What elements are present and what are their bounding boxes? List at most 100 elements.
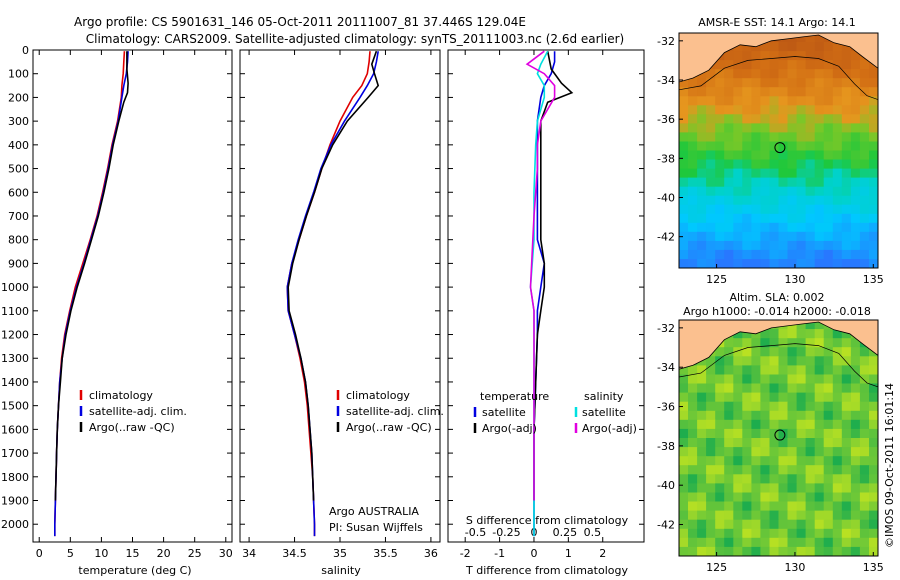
map-cell [805,259,816,268]
map-cell [778,150,789,161]
map-cell [751,492,761,503]
map-cell [751,51,761,61]
map-cell [751,222,761,233]
map-cell [850,249,861,260]
map-cell [859,240,870,251]
salinity-note1: Argo AUSTRALIA [329,505,419,518]
map-cell [841,204,852,215]
map-cell [769,465,780,475]
map-cell [805,419,816,430]
map-cell [760,537,770,548]
map-cell [688,222,698,233]
map-cell [724,186,734,197]
map-cell [706,447,716,457]
map-cell [733,338,743,348]
map-cell [760,410,770,421]
map-cell [814,528,825,539]
map-cell [733,401,743,412]
map-cell [796,204,807,215]
map-cell [751,465,761,475]
map-cell [697,150,707,161]
map-cell [688,186,698,197]
map-cell [724,60,734,70]
map-cell [742,231,752,242]
map-cell [679,456,689,466]
map-y-tick-label: -38 [657,152,675,165]
map-cell [733,501,743,512]
map-cell [742,123,752,133]
map-cell [706,456,716,466]
map-y-tick-label: -36 [657,113,675,126]
map-cell [814,78,825,88]
map-cell [841,132,852,142]
legend-label: climatology [346,389,410,402]
map-cell [688,419,698,430]
map-cell [751,177,761,188]
map-cell [742,105,752,115]
map-cell [751,528,761,539]
map-cell [697,177,707,188]
map-cell [742,501,752,512]
legend-title: salinity [584,390,624,403]
map-cell [823,123,834,133]
map-cell [733,231,743,242]
map-cell [823,150,834,161]
map-cell [697,240,707,251]
map-cell [850,105,861,115]
map-cell [706,231,716,242]
map-cell [832,231,843,242]
map-cell [796,347,807,357]
map-cell [778,528,789,539]
map-cell [733,546,743,556]
map-cell [679,249,689,260]
map-cell [869,392,878,403]
map-cell [841,365,852,376]
map-cell [787,159,798,170]
x-tick-label: -2 [460,547,471,560]
map-cell [814,374,825,385]
map-cell [706,87,716,97]
map-cell [697,78,707,88]
map-cell [796,69,807,79]
map-cell [850,123,861,133]
map-cell [760,456,770,466]
map-cell [769,329,780,339]
map-cell [869,114,878,124]
map-cell [805,356,816,366]
map-cell [769,546,780,556]
map-cell [841,356,852,366]
map-cell [688,456,698,466]
map-cell [805,51,816,61]
map-cell [778,546,789,556]
map-cell [733,483,743,494]
map-cell [832,401,843,412]
map-cell [697,501,707,512]
map-cell [697,428,707,439]
y-tick-label: 1900 [1,495,29,508]
map-cell [859,123,870,133]
map-cell [832,383,843,394]
map-cell [688,410,698,421]
map-cell [805,168,816,179]
map-cell [724,231,734,242]
map-cell [742,492,752,503]
map-cell [796,492,807,503]
map-cell [733,438,743,448]
map-cell [715,78,725,88]
map-cell [760,150,770,161]
map-cell [796,465,807,475]
map-cell [832,105,843,115]
map-cell [823,168,834,179]
map-cell [787,329,798,339]
map-cell [733,428,743,439]
map-cell [805,60,816,70]
map-cell [688,365,698,376]
map-cell [841,474,852,484]
map-cell [760,69,770,79]
map-cell [814,401,825,412]
map-cell [679,186,689,197]
x-tick2-label: -0.5 [465,526,486,539]
map-cell [706,213,716,224]
map-cell [706,240,716,251]
